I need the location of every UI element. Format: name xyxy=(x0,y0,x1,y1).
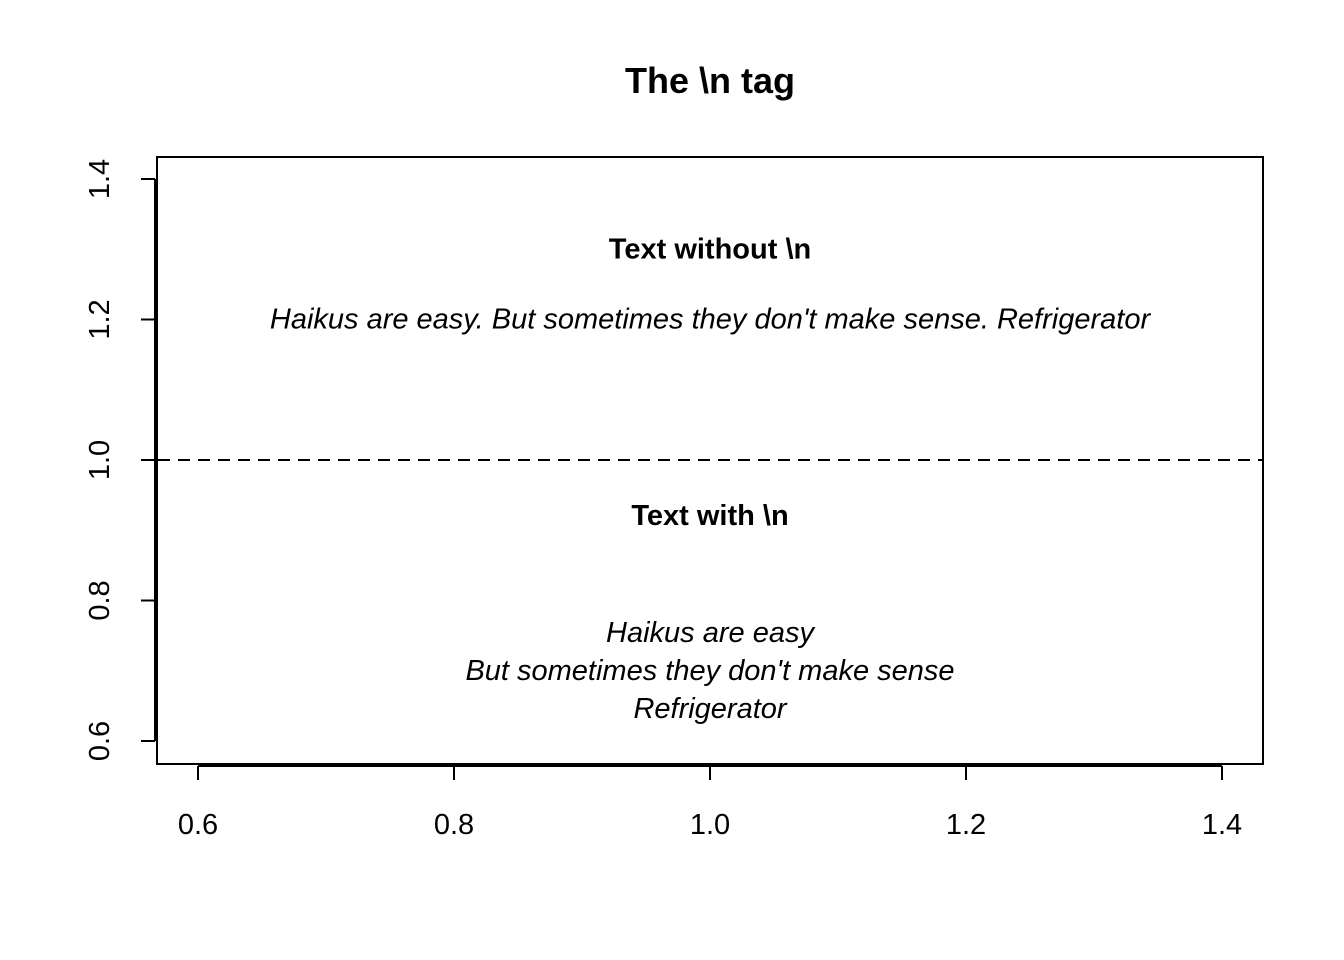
x-axis: 0.6 0.8 1.0 1.2 1.4 xyxy=(178,765,1242,841)
annotation: Text with \n xyxy=(631,500,788,532)
x-tick-label: 1.0 xyxy=(690,809,730,841)
y-tick-label: 0.8 xyxy=(84,580,116,620)
annotation-line: Refrigerator xyxy=(633,693,787,725)
x-tick-label: 1.4 xyxy=(1202,809,1242,841)
annotation-line: But sometimes they don't make sense xyxy=(465,655,954,687)
annotation-line: Haikus are easy xyxy=(606,617,815,649)
y-tick-label: 1.4 xyxy=(84,159,116,199)
x-tick-label: 0.8 xyxy=(434,809,474,841)
y-tick-label: 1.2 xyxy=(84,299,116,339)
y-axis: 0.6 0.8 1.0 1.2 1.4 xyxy=(84,159,156,761)
annotation: Text without \n xyxy=(609,233,811,265)
plot-frame xyxy=(156,156,1264,765)
annotations: Text without \n Haikus are easy. But some… xyxy=(270,233,1152,725)
chart-title: The \n tag xyxy=(625,60,795,101)
y-tick-label: 0.6 xyxy=(84,721,116,761)
y-tick-label: 1.0 xyxy=(84,440,116,480)
x-tick-label: 1.2 xyxy=(946,809,986,841)
annotation: Haikus are easy. But sometimes they don'… xyxy=(270,304,1152,336)
x-tick-label: 0.6 xyxy=(178,809,218,841)
